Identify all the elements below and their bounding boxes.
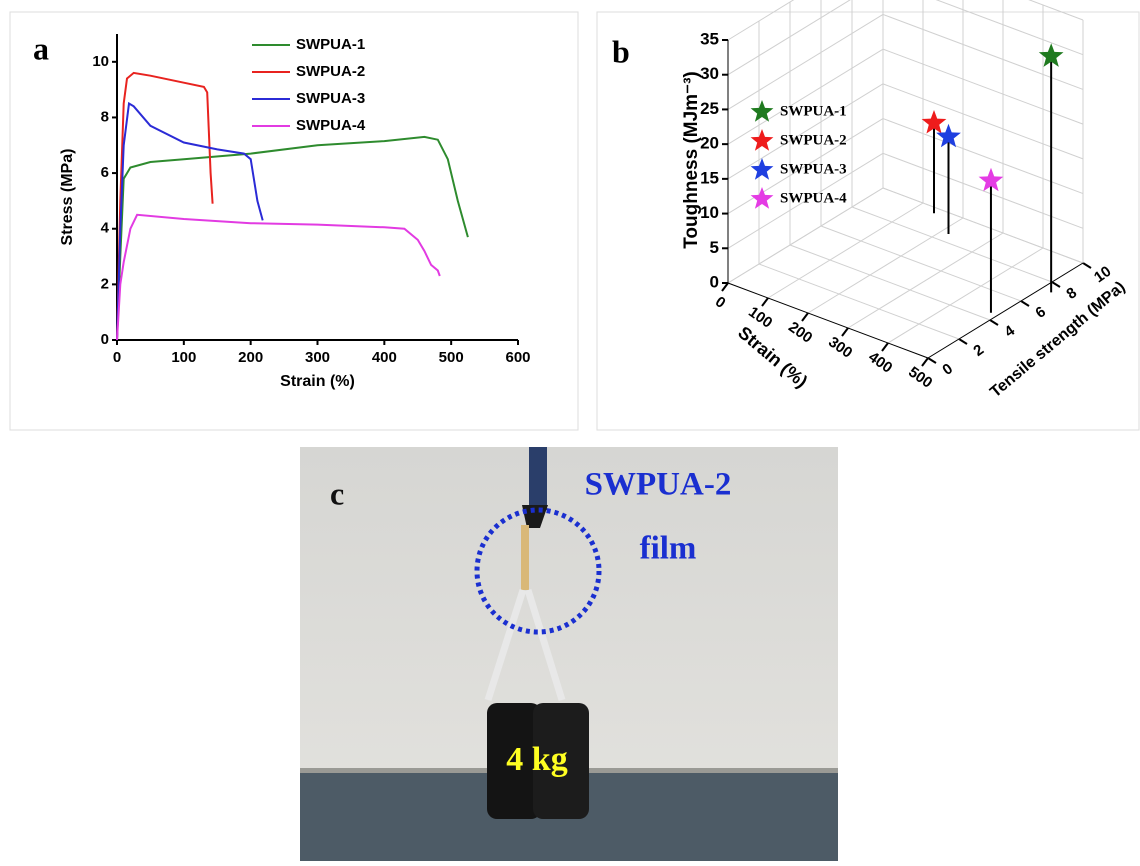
x-tick-label: 100: [171, 349, 196, 366]
x-tick: [841, 327, 849, 337]
data-line: [116, 71, 214, 341]
panel-b-frame: [596, 11, 1140, 431]
data-line: [116, 135, 469, 341]
z-tick-label: 10: [700, 203, 719, 222]
data-line: [116, 101, 264, 341]
z-tick-label: 30: [700, 64, 719, 83]
z-tick-label: 20: [700, 134, 719, 153]
x-tick: [721, 282, 729, 292]
z-axis-label: Toughness (MJm⁻³): [681, 71, 702, 249]
film-strip: [521, 525, 529, 590]
grid-line: [727, 0, 851, 76]
weight: [533, 703, 589, 819]
legend-swatch: [750, 100, 774, 122]
photo: [300, 447, 838, 861]
y-tick-label: 10: [1091, 263, 1114, 286]
panel-label: b: [612, 33, 630, 69]
z-tick-label: 15: [700, 168, 719, 187]
grid-line: [758, 263, 960, 340]
grid-line: [727, 14, 884, 110]
legend-label: SWPUA-2: [780, 132, 847, 148]
z-tick-label: 5: [710, 238, 719, 257]
panel-label: c: [330, 475, 344, 511]
star-point: [978, 167, 1004, 192]
x-tick-label: 200: [238, 349, 263, 366]
y-axis-label: Stress (MPa): [59, 149, 76, 246]
legend-swatch: [750, 129, 774, 151]
panel-label: a: [33, 30, 49, 66]
x-tick-label: 400: [372, 349, 397, 366]
y-tick: [1020, 300, 1030, 307]
y-tick: [1082, 262, 1092, 269]
x-tick: [921, 357, 929, 367]
grid-line: [727, 48, 884, 145]
grid-line: [727, 187, 884, 284]
legend-swatch: [750, 158, 774, 180]
legend-label: SWPUA-3: [780, 161, 847, 177]
legend-swatch: [750, 187, 774, 209]
x-tick-label: 0: [113, 349, 121, 366]
grid-line: [882, 48, 1084, 125]
x-axis-label: Strain (%): [280, 373, 355, 390]
y-tick: [1051, 281, 1061, 288]
x-tick-label: 600: [505, 349, 530, 366]
grid-line: [767, 202, 924, 299]
z-tick-label: 25: [700, 99, 719, 118]
z-tick-label: 0: [710, 272, 719, 291]
y-tick-label: 0: [101, 331, 109, 348]
data-line: [116, 213, 441, 341]
y-tick-label: 6: [101, 164, 109, 181]
weight-label: 4 kg: [506, 741, 567, 778]
x-axis: [727, 282, 929, 359]
grid-line: [851, 206, 1053, 283]
x-tick: [881, 342, 889, 352]
y-tick-label: 2: [101, 275, 109, 292]
grid-line: [820, 225, 1022, 302]
x-tick-label: 300: [305, 349, 330, 366]
y-tick: [958, 338, 968, 345]
panel-a-frame: [9, 11, 579, 431]
grid-line: [882, 118, 1084, 195]
z-tick-label: 35: [700, 29, 719, 48]
legend-label: SWPUA-4: [296, 117, 366, 134]
legend-label: SWPUA-1: [780, 103, 847, 119]
sample-label: SWPUA-2: [585, 467, 732, 503]
legend-label: SWPUA-4: [780, 190, 847, 206]
star-point: [921, 110, 947, 134]
grid-line: [887, 247, 1044, 344]
grid-line: [847, 232, 1004, 329]
legend-label: SWPUA-3: [296, 90, 365, 107]
star-point: [936, 123, 961, 148]
x-tick-label: 500: [439, 349, 464, 366]
grid-line: [882, 187, 1084, 264]
y-tick: [927, 357, 937, 364]
x-tick: [801, 312, 809, 322]
y-tick-label: 10: [92, 53, 109, 70]
grid-line: [807, 217, 964, 314]
grid-line: [727, 83, 884, 180]
grid-line: [882, 152, 1084, 229]
clamp: [529, 447, 547, 510]
grid-line: [789, 244, 991, 321]
y-axis: [927, 262, 1084, 359]
y-tick: [989, 319, 999, 326]
weight: [487, 703, 541, 819]
film-label: film: [640, 531, 697, 567]
grid-line: [727, 0, 795, 41]
highlight-circle: [474, 507, 602, 635]
string: [484, 588, 566, 702]
grid-line: [1028, 0, 1084, 21]
legend-label: SWPUA-2: [296, 63, 365, 80]
y-tick-label: 8: [101, 108, 109, 125]
grid-line: [727, 152, 884, 249]
star-point: [1038, 43, 1064, 67]
legend-label: SWPUA-1: [296, 36, 365, 53]
grid-line: [882, 83, 1084, 160]
grid-line: [935, 0, 1084, 56]
x-tick: [761, 297, 769, 307]
grid-line: [882, 13, 1084, 90]
y-tick-label: 4: [101, 220, 110, 237]
